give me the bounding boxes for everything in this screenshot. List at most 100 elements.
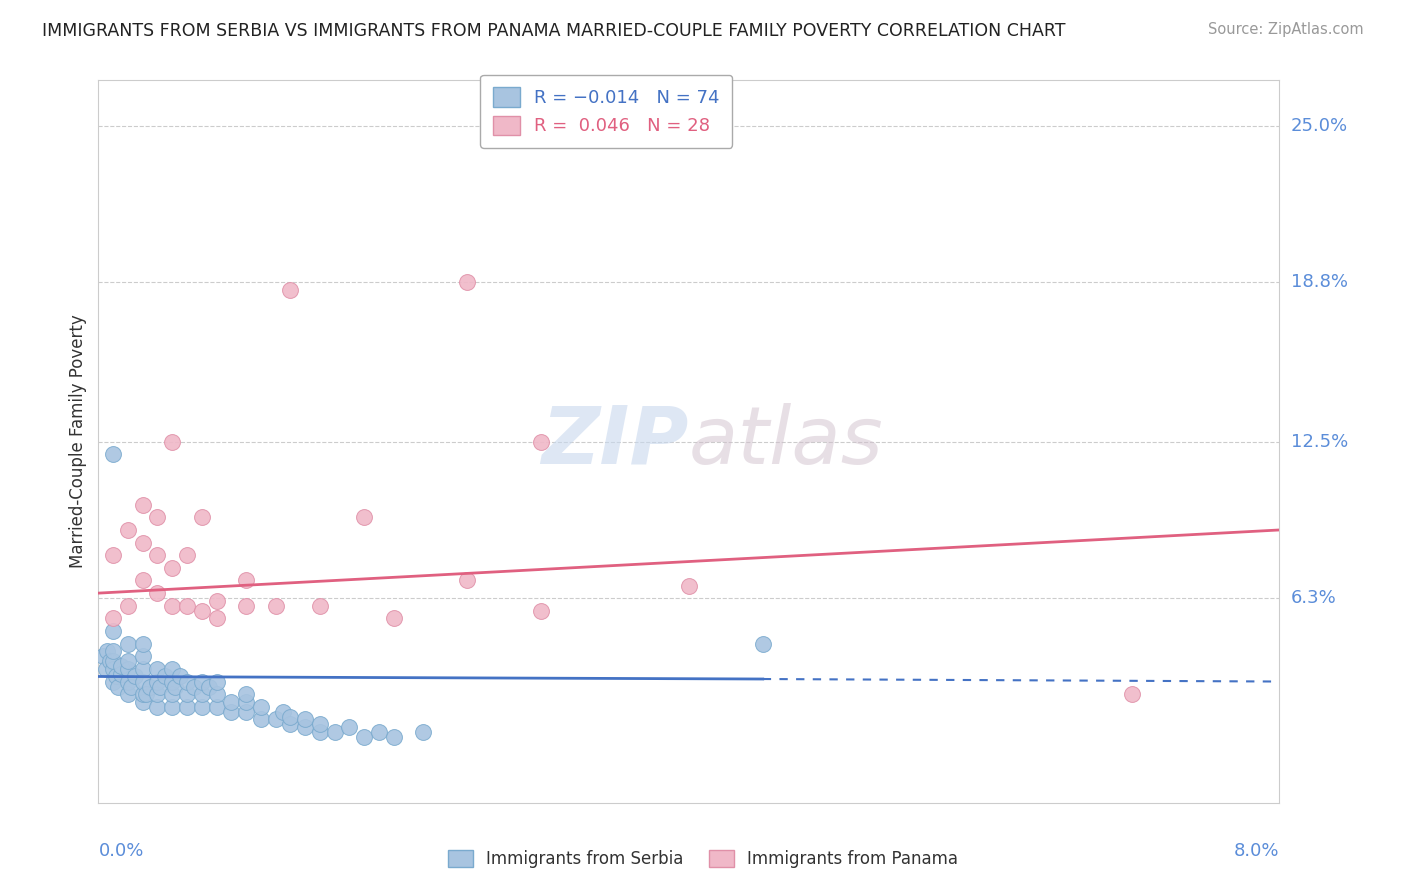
Point: [280, 717, 302, 731]
Text: atlas: atlas: [689, 402, 884, 481]
Text: Source: ZipAtlas.com: Source: ZipAtlas.com: [1208, 22, 1364, 37]
Point: [105, 669, 128, 683]
Point: [309, 599, 332, 613]
Point: [103, 654, 125, 668]
Point: [264, 713, 287, 727]
Point: [117, 654, 139, 668]
Text: IMMIGRANTS FROM SERBIA VS IMMIGRANTS FROM PANAMA MARRIED-COUPLE FAMILY POVERTY C: IMMIGRANTS FROM SERBIA VS IMMIGRANTS FRO…: [42, 22, 1066, 40]
Point: [382, 611, 405, 625]
Point: [457, 276, 479, 290]
Point: [162, 434, 183, 449]
Point: [103, 674, 125, 689]
Point: [264, 599, 287, 613]
Point: [250, 699, 273, 714]
Point: [205, 699, 228, 714]
Point: [162, 599, 183, 613]
Point: [280, 710, 302, 724]
Point: [132, 662, 155, 676]
Point: [457, 574, 479, 588]
Point: [191, 604, 214, 618]
Point: [132, 535, 155, 549]
Point: [191, 687, 214, 701]
Point: [149, 680, 172, 694]
Point: [162, 561, 183, 575]
Point: [191, 699, 214, 714]
Point: [678, 119, 700, 133]
Point: [120, 680, 142, 694]
Point: [117, 674, 139, 689]
Point: [146, 662, 169, 676]
Text: 18.8%: 18.8%: [1291, 273, 1347, 292]
Point: [153, 669, 176, 683]
Point: [139, 680, 162, 694]
Point: [146, 586, 169, 600]
Point: [323, 725, 346, 739]
Point: [280, 283, 302, 297]
Point: [117, 687, 139, 701]
Point: [103, 644, 125, 658]
Point: [132, 695, 155, 709]
Point: [124, 669, 146, 683]
Point: [235, 687, 257, 701]
Point: [176, 674, 198, 689]
Point: [162, 699, 183, 714]
Point: [235, 574, 257, 588]
Point: [205, 674, 228, 689]
Point: [146, 548, 169, 562]
Point: [132, 649, 155, 664]
Point: [132, 498, 155, 512]
Point: [110, 667, 132, 681]
Text: 0.0%: 0.0%: [98, 842, 143, 860]
Point: [135, 687, 157, 701]
Text: 12.5%: 12.5%: [1291, 433, 1348, 450]
Point: [176, 548, 198, 562]
Point: [235, 695, 257, 709]
Point: [309, 717, 332, 731]
Point: [271, 705, 294, 719]
Point: [368, 725, 391, 739]
Point: [221, 705, 243, 719]
Point: [103, 624, 125, 638]
Point: [165, 680, 187, 694]
Point: [162, 674, 183, 689]
Text: 6.3%: 6.3%: [1291, 590, 1336, 607]
Point: [103, 548, 125, 562]
Point: [146, 699, 169, 714]
Point: [132, 674, 155, 689]
Point: [183, 680, 205, 694]
Point: [176, 687, 198, 701]
Legend: Immigrants from Serbia, Immigrants from Panama: Immigrants from Serbia, Immigrants from …: [441, 843, 965, 875]
Point: [250, 713, 273, 727]
Point: [107, 680, 129, 694]
Point: [91, 649, 114, 664]
Point: [162, 687, 183, 701]
Point: [294, 713, 316, 727]
Point: [678, 578, 700, 592]
Point: [103, 447, 125, 461]
Point: [412, 725, 434, 739]
Point: [117, 523, 139, 537]
Point: [752, 637, 775, 651]
Point: [117, 599, 139, 613]
Point: [198, 680, 221, 694]
Text: 25.0%: 25.0%: [1291, 117, 1348, 135]
Point: [1121, 687, 1143, 701]
Legend: R = −0.014   N = 74, R =  0.046   N = 28: R = −0.014 N = 74, R = 0.046 N = 28: [479, 75, 733, 148]
Point: [132, 574, 155, 588]
Point: [176, 599, 198, 613]
Point: [530, 604, 553, 618]
Point: [103, 662, 125, 676]
Point: [146, 674, 169, 689]
Point: [353, 730, 375, 744]
Point: [132, 637, 155, 651]
Point: [169, 669, 191, 683]
Point: [205, 593, 228, 607]
Point: [530, 434, 553, 449]
Point: [176, 699, 198, 714]
Point: [132, 687, 155, 701]
Point: [110, 659, 132, 673]
Point: [309, 725, 332, 739]
Point: [191, 510, 214, 524]
Point: [235, 705, 257, 719]
Point: [294, 720, 316, 734]
